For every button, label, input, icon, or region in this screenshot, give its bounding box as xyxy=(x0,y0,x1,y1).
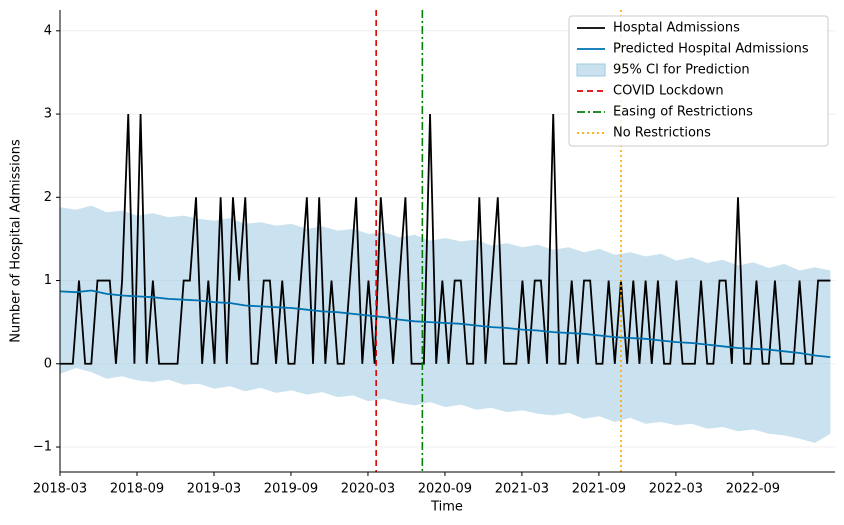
x-tick-label: 2018-03 xyxy=(33,482,87,497)
x-tick-label: 2021-09 xyxy=(572,482,626,497)
y-tick-label: 1 xyxy=(44,273,52,288)
legend-label: COVID Lockdown xyxy=(613,84,724,99)
legend-label: Easing of Restrictions xyxy=(613,105,753,120)
legend-swatch xyxy=(576,63,606,77)
x-tick-label: 2019-09 xyxy=(264,482,318,497)
x-tick-label: 2020-09 xyxy=(418,482,472,497)
y-tick-label: 3 xyxy=(44,107,52,122)
y-tick-label: −1 xyxy=(33,440,52,455)
legend-label: 95% CI for Prediction xyxy=(613,63,750,78)
legend-box xyxy=(568,15,829,147)
legend-label: Predicted Hospital Admissions xyxy=(613,42,809,57)
y-tick-label: 2 xyxy=(44,190,52,205)
legend-label: No Restrictions xyxy=(613,126,711,141)
x-tick-label: 2019-03 xyxy=(187,482,241,497)
x-tick-label: 2020-03 xyxy=(341,482,395,497)
y-tick-label: 0 xyxy=(44,356,52,371)
x-tick-label: 2022-09 xyxy=(726,482,780,497)
x-tick-label: 2018-09 xyxy=(110,482,164,497)
legend-label: Hosptal Admissions xyxy=(613,21,740,36)
y-axis-label: Number of Hospital Admissions xyxy=(9,139,24,343)
y-tick-label: 4 xyxy=(44,23,52,38)
x-axis-label: Time xyxy=(430,500,463,515)
data-line xyxy=(60,289,831,359)
x-tick-label: 2022-03 xyxy=(649,482,703,497)
x-tick-label: 2021-03 xyxy=(495,482,549,497)
